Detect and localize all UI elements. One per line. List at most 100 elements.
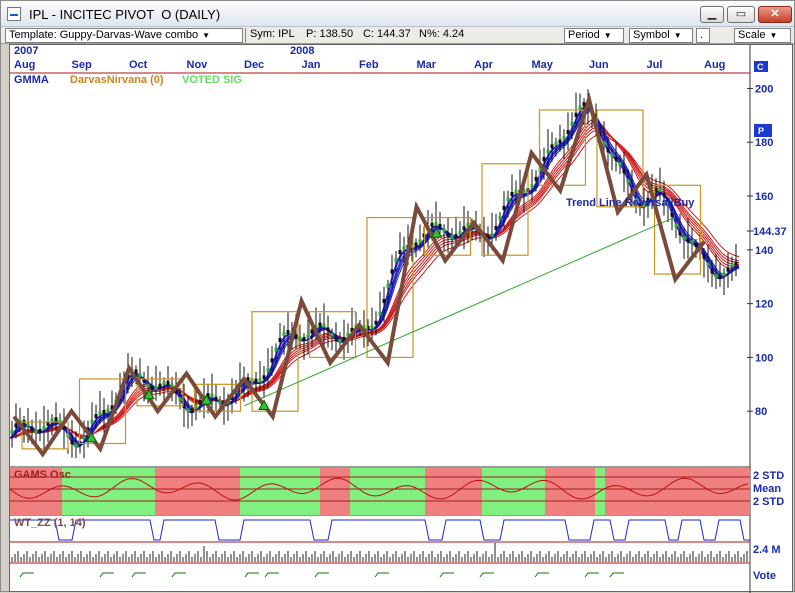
candle-body: [446, 232, 450, 237]
p-badge[interactable]: [754, 124, 772, 137]
candle-body: [34, 429, 38, 434]
candle-body: [62, 425, 66, 430]
month-label: Feb: [359, 59, 379, 71]
vote-mark: [99, 572, 114, 578]
candle-body: [562, 136, 566, 141]
candle-body: [194, 405, 198, 410]
price-readout: P: 138.50: [306, 28, 354, 40]
candle-body: [186, 408, 190, 413]
voted-signal-triangle: [200, 394, 213, 405]
year-label-2008: 2008: [290, 45, 314, 57]
candle-body: [306, 334, 310, 339]
n-percent-readout: N%: 4.24: [419, 28, 465, 40]
candle-body: [302, 337, 306, 342]
month-label: Jan: [302, 59, 321, 71]
gams-zone: [320, 468, 350, 515]
candle-body: [514, 189, 518, 194]
candle-body: [110, 405, 114, 410]
candle-body: [26, 422, 30, 427]
candle-body: [98, 411, 102, 416]
candle-body: [402, 246, 406, 251]
price-tick-label: 80: [755, 406, 767, 418]
candle-body: [582, 102, 586, 107]
symbol-readout: Sym: IPL: [250, 28, 295, 40]
vote-marks: [19, 572, 624, 578]
c-badge[interactable]: [754, 61, 768, 72]
candle-body: [38, 428, 42, 433]
candle-body: [366, 326, 370, 331]
chevron-down-icon: ▼: [673, 31, 682, 40]
period-dropdown[interactable]: Period ▼: [564, 28, 624, 43]
guppy-long-line: [10, 129, 740, 439]
price-tick-label: 120: [755, 299, 773, 311]
scale-dropdown-label: Scale: [738, 29, 766, 41]
guppy-long-ribbons: [10, 119, 740, 440]
candle-body: [442, 228, 446, 233]
month-label: Oct: [129, 59, 148, 71]
candle-body: [162, 381, 166, 386]
candle-body: [682, 236, 686, 241]
title-bar[interactable]: IPL - INCITEC PIVOT O (DAILY) ▁ ▭ ✕: [1, 1, 794, 27]
vote-mark: [439, 572, 454, 578]
candle-body: [218, 400, 222, 405]
candle-body: [190, 408, 194, 413]
month-label: Aug: [14, 59, 35, 71]
vote-mark: [314, 572, 329, 578]
vote-mark: [264, 572, 279, 578]
candle-body: [182, 404, 186, 409]
symbol-dropdown-label: Symbol: [633, 29, 670, 41]
scale-dropdown[interactable]: Scale ▼: [734, 28, 791, 43]
candle-body: [686, 238, 690, 243]
candle-body: [618, 161, 622, 166]
dot-button[interactable]: .: [696, 28, 710, 43]
candle-body: [282, 331, 286, 336]
candle-body: [414, 242, 418, 247]
candle-body: [654, 187, 658, 192]
candle-body: [150, 386, 154, 391]
trend-line: [243, 217, 675, 407]
chart-app-icon: [7, 7, 21, 21]
candle-body: [410, 243, 414, 248]
maximize-button[interactable]: ▭: [727, 6, 755, 23]
candle-body: [662, 192, 666, 197]
candle-body: [546, 149, 550, 154]
candle-body: [254, 378, 258, 383]
candle-body: [566, 130, 570, 135]
voted-signal-triangle: [430, 227, 443, 238]
candle-body: [634, 198, 638, 203]
chevron-down-icon: ▼: [769, 31, 778, 40]
symbol-dropdown[interactable]: Symbol ▼: [629, 28, 693, 43]
template-dropdown[interactable]: Template: Guppy-Darvas-Wave combo ▼: [5, 28, 243, 43]
price-panel: [10, 45, 750, 467]
year-label-2007: 2007: [14, 45, 38, 57]
candle-body: [94, 414, 98, 419]
candle-body: [154, 385, 158, 390]
candle-body: [30, 426, 34, 431]
chart-canvas[interactable]: 2007 2008 Aug Sep Oct Nov Dec Jan Feb Mar Apr May…: [9, 44, 794, 593]
close-button[interactable]: ✕: [758, 6, 792, 23]
gams-oscillator-panel: [10, 468, 750, 515]
candle-body: [42, 426, 46, 431]
candle-body: [198, 400, 202, 405]
candle-body: [658, 187, 662, 192]
chart-svg[interactable]: 2007 2008 Aug Sep Oct Nov Dec Jan Feb Mar Apr May…: [10, 45, 794, 593]
candle-body: [614, 156, 618, 161]
candle-body: [450, 234, 454, 239]
month-label: Sep: [72, 59, 92, 71]
candle-body: [278, 337, 282, 342]
vote-mark: [609, 572, 624, 578]
month-label: Mar: [417, 59, 437, 71]
candle-body: [178, 397, 182, 402]
vote-mark: [171, 572, 186, 578]
voted-signal-triangle: [258, 399, 270, 410]
candle-body: [298, 336, 302, 341]
candle-body: [386, 283, 390, 288]
candle-body: [702, 254, 706, 259]
candle-body: [578, 105, 582, 110]
candle-body: [70, 440, 74, 445]
minimize-button[interactable]: ▁: [700, 6, 724, 23]
chevron-down-icon: ▼: [202, 31, 211, 40]
month-label: Nov: [187, 59, 209, 71]
candle-body: [726, 267, 730, 272]
